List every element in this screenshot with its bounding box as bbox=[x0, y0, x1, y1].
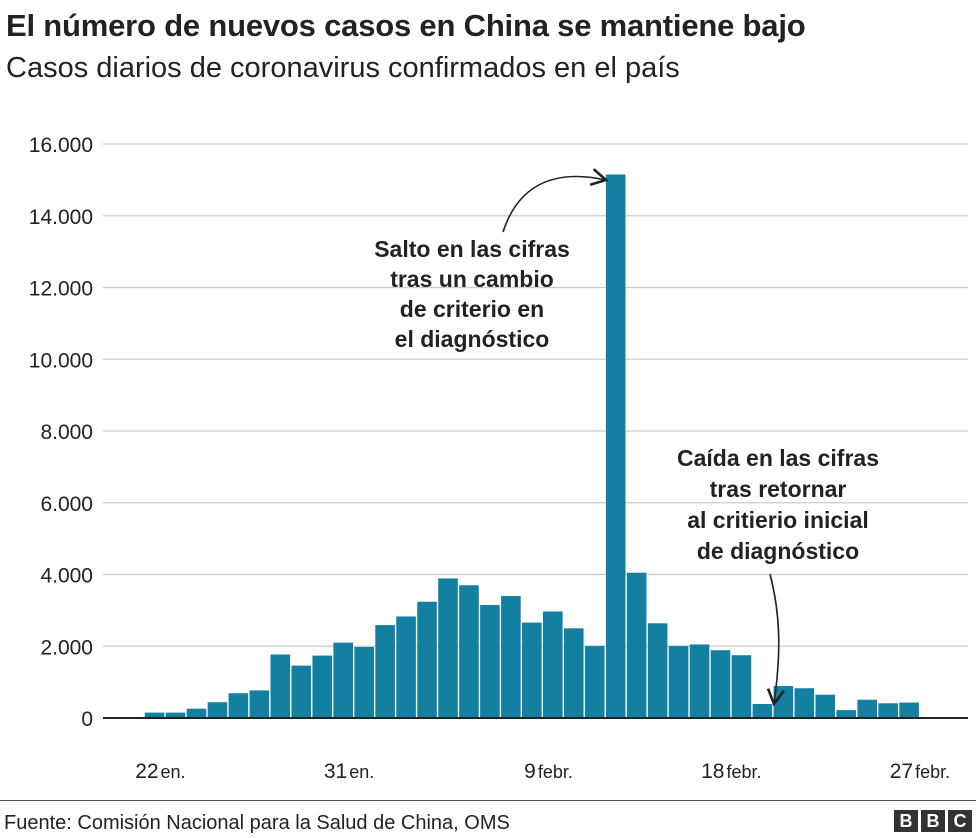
bar bbox=[899, 702, 919, 718]
bar bbox=[396, 616, 416, 718]
y-tick-label: 4.000 bbox=[40, 565, 93, 588]
grid-lines bbox=[103, 143, 968, 647]
y-tick-label: 2.000 bbox=[40, 636, 93, 659]
bar bbox=[668, 645, 689, 718]
bar bbox=[836, 710, 857, 718]
bar bbox=[794, 688, 815, 718]
bar bbox=[563, 628, 584, 718]
bar bbox=[312, 655, 333, 718]
annotations: Salto en las cifras tras un cambio de crit… bbox=[374, 168, 879, 707]
bar bbox=[731, 655, 752, 718]
x-tick-label: 9 febr. bbox=[524, 760, 573, 783]
bar bbox=[186, 708, 207, 718]
y-tick-label: 16.000 bbox=[29, 134, 93, 157]
bar bbox=[291, 665, 312, 718]
bar bbox=[354, 646, 374, 718]
annotation-arrow bbox=[766, 573, 785, 707]
annotation-arrow bbox=[502, 168, 609, 233]
bar bbox=[459, 585, 479, 718]
logo-letter: C bbox=[948, 810, 972, 832]
bar bbox=[207, 702, 228, 718]
bar bbox=[689, 644, 710, 718]
bar bbox=[501, 596, 521, 718]
bar bbox=[438, 578, 458, 718]
y-tick-label: 10.000 bbox=[29, 349, 93, 372]
bar bbox=[626, 572, 647, 718]
bar bbox=[144, 712, 165, 718]
bar bbox=[605, 174, 626, 718]
chart-title: El número de nuevos casos en China se ma… bbox=[6, 8, 806, 43]
bar bbox=[417, 601, 437, 718]
bar bbox=[647, 623, 668, 718]
bar-chart: 0 2.000 4.000 6.000 8.000 10.000 12.000 14.000 1… bbox=[29, 134, 968, 783]
bar bbox=[878, 703, 898, 718]
annotation-text: Caída en las cifras tras retornar al criti… bbox=[677, 445, 879, 564]
x-axis-labels: 22 en. 31 en. 9 febr. 18 febr. 27 febr. bbox=[135, 760, 950, 783]
bar bbox=[815, 694, 836, 718]
x-tick-label: 22 en. bbox=[135, 760, 185, 783]
source-note: Fuente: Comisión Nacional para la Salud … bbox=[4, 812, 510, 834]
bar bbox=[584, 645, 605, 718]
y-tick-label: 6.000 bbox=[40, 493, 93, 516]
bbc-logo: B B C bbox=[894, 810, 972, 832]
bar bbox=[710, 650, 731, 718]
bar bbox=[165, 712, 186, 718]
y-tick-label: 0 bbox=[81, 708, 93, 731]
x-tick-label: 31 en. bbox=[324, 760, 374, 783]
bar bbox=[857, 699, 877, 718]
bar bbox=[249, 690, 270, 718]
bar bbox=[228, 693, 249, 718]
x-tick-label: 18 febr. bbox=[701, 760, 761, 783]
bar bbox=[480, 604, 500, 718]
bar bbox=[752, 704, 773, 718]
logo-letter: B bbox=[894, 810, 918, 832]
x-tick-label: 27 febr. bbox=[890, 760, 950, 783]
y-tick-label: 12.000 bbox=[29, 278, 93, 301]
bar bbox=[522, 622, 542, 718]
bar bbox=[375, 625, 395, 718]
bar bbox=[543, 611, 563, 718]
logo-letter: B bbox=[921, 810, 945, 832]
chart-subtitle: Casos diarios de coronavirus confirmados… bbox=[6, 52, 680, 84]
bar bbox=[773, 686, 794, 718]
annotation-text: Salto en las cifras tras un cambio de crit… bbox=[374, 236, 570, 352]
y-axis-labels: 0 2.000 4.000 6.000 8.000 10.000 12.000 14.000 1… bbox=[29, 134, 93, 731]
bar bbox=[333, 642, 353, 718]
y-tick-label: 8.000 bbox=[40, 421, 93, 444]
footer-divider bbox=[0, 800, 976, 801]
y-tick-label: 14.000 bbox=[29, 206, 93, 229]
bar bbox=[270, 654, 291, 718]
